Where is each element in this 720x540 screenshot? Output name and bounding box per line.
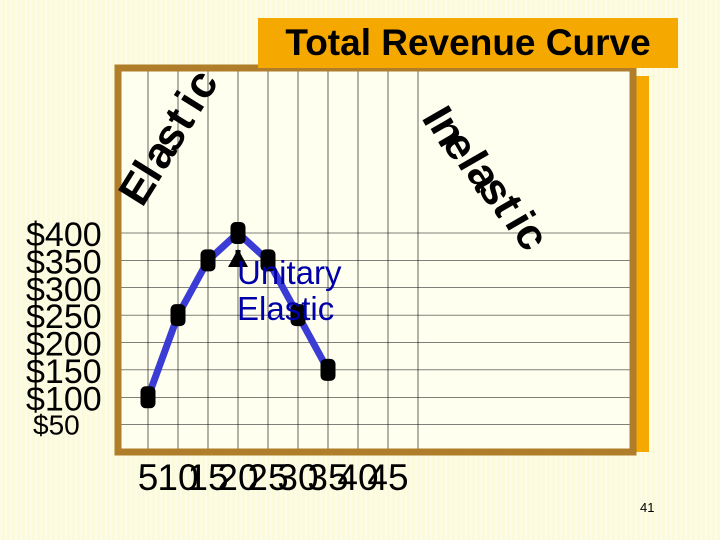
elastic-region-label: Elastic bbox=[109, 61, 228, 214]
y-tick-label: $100 bbox=[26, 380, 102, 418]
x-tick-label: 40 bbox=[337, 457, 378, 498]
page-number: 41 bbox=[640, 500, 655, 515]
y-tick-label: $250 bbox=[26, 298, 102, 336]
total-revenue-series bbox=[140, 222, 336, 409]
y-tick-label: $50 bbox=[33, 410, 80, 441]
y-tick-label: $150 bbox=[26, 353, 102, 391]
data-point-marker bbox=[200, 249, 216, 272]
x-tick-label: 45 bbox=[367, 457, 408, 498]
unitary-label-line1: Unitary bbox=[237, 254, 342, 291]
x-tick-label: 10 bbox=[157, 457, 198, 498]
y-axis-tick-labels: $50$100$150$200$250$300$350$400 bbox=[26, 216, 102, 441]
data-point-marker bbox=[260, 249, 276, 272]
data-point-marker bbox=[170, 304, 186, 327]
unitary-label-line2: Elastic bbox=[237, 290, 335, 327]
x-tick-label: 35 bbox=[307, 457, 348, 498]
data-point-marker bbox=[320, 358, 336, 381]
unitary-elastic-label: Unitary Elastic bbox=[237, 255, 342, 327]
y-tick-label: $200 bbox=[26, 326, 102, 364]
plot-frame bbox=[114, 64, 637, 456]
x-tick-label: 25 bbox=[247, 457, 288, 498]
data-point-marker bbox=[140, 386, 156, 409]
y-tick-label: $350 bbox=[26, 243, 102, 281]
unitary-elastic-arrow bbox=[228, 249, 248, 267]
gridlines bbox=[118, 68, 633, 452]
arrow-head bbox=[228, 249, 248, 267]
data-point-marker bbox=[230, 222, 246, 244]
x-tick-label: 30 bbox=[277, 457, 318, 498]
chart-title: Total Revenue Curve bbox=[258, 18, 678, 68]
x-tick-label: 20 bbox=[217, 457, 258, 498]
data-point-marker bbox=[290, 304, 306, 327]
y-tick-label: $400 bbox=[26, 216, 102, 254]
y-tick-label: $300 bbox=[26, 271, 102, 309]
x-tick-label: 15 bbox=[187, 457, 228, 498]
x-tick-label: 5 bbox=[138, 457, 159, 498]
